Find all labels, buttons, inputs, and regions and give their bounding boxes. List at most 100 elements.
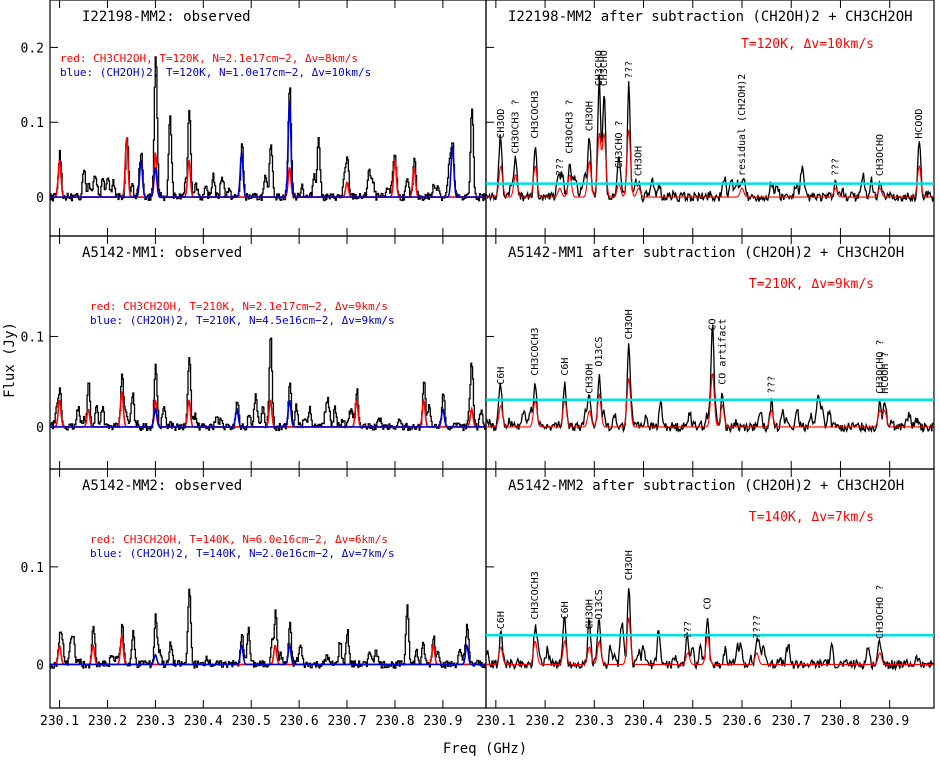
- model-ch2oh2-line: [50, 100, 486, 198]
- y-tick-label: 0: [36, 421, 44, 436]
- legend-blue: blue: (CH2OH)2, T=210K, N=4.5e16cm−2, Δv…: [90, 314, 395, 327]
- x-tick-label: 230.9: [423, 714, 462, 729]
- legend-red: red: CH3CH2OH, T=140K, N=6.0e16cm−2, Δv=…: [90, 533, 388, 546]
- line-id-label: HCOOD: [914, 109, 925, 139]
- panel-5: 0 0.1 A5142-MM2: observed red: CH3CH2OH, T=…: [21, 468, 487, 729]
- model-line: [486, 129, 934, 198]
- line-id-label: CH3OH: [624, 309, 635, 339]
- x-tick-label: 230.3: [136, 714, 175, 729]
- legend-blue: blue: (CH2OH)2, T=120K, N=1.0e17cm−2, Δv…: [60, 66, 371, 79]
- panel-note: T=120K, Δv=10km/s: [741, 37, 874, 52]
- panel-frame: [49, 468, 487, 709]
- line-id-label: ????: [752, 615, 763, 639]
- panel-title: I22198-MM2 after subtraction (CH2OH)2 + …: [508, 9, 913, 25]
- line-id-label: CH3OCH3 ?: [565, 99, 576, 153]
- x-tick-label: 230.6: [280, 714, 319, 729]
- observed-spectrum: [50, 588, 487, 669]
- x-tick-label: 230.6: [722, 714, 761, 729]
- line-id-label: ???: [555, 158, 566, 176]
- line-id-label: C6H: [496, 367, 507, 385]
- panel-2: I22198-MM2 after subtraction (CH2OH)2 + …: [485, 0, 935, 237]
- panel-title: I22198-MM2: observed: [82, 9, 251, 25]
- panel-note: T=140K, Δv=7km/s: [749, 510, 874, 525]
- line-id-label: CO artifact: [717, 318, 728, 384]
- panel-title: A5142-MM1: observed: [82, 245, 242, 261]
- x-tick-label: 230.9: [870, 714, 909, 729]
- x-tick-label: 230.1: [476, 714, 515, 729]
- legend-blue: blue: (CH2OH)2, T=140K, N=2.0e16cm−2, Δv…: [90, 547, 395, 560]
- panel-1: 0 0.1 0.2 I22198-MM2: observed red: CH3CH2OH…: [21, 0, 487, 237]
- line-id-label: residual (CH2OH)2: [737, 74, 748, 176]
- model-line: [486, 617, 934, 666]
- x-tick-label: 230.8: [821, 714, 860, 729]
- line-id-label: CH3OH: [584, 101, 595, 131]
- x-tick-label: 230.8: [375, 714, 414, 729]
- panel-frame: [485, 0, 935, 237]
- line-id-label: CH3OH: [624, 550, 635, 580]
- line-id-label: O13CS: [594, 337, 605, 367]
- legend-red: red: CH3CH2OH, T=210K, N=2.1e17cm−2, Δv=…: [90, 300, 388, 313]
- model-line: [486, 372, 934, 428]
- residual-spectrum: [485, 74, 935, 204]
- y-tick-label: 0.2: [21, 41, 44, 56]
- panel-frame: [49, 235, 487, 470]
- line-id-label: CH3CHO ?: [614, 120, 625, 168]
- model-ch2oh2-line: [50, 399, 486, 428]
- x-tick-label: 230.2: [88, 714, 127, 729]
- x-tick-label: 230.5: [232, 714, 271, 729]
- y-tick-label: 0: [36, 658, 44, 673]
- panel-frame: [485, 468, 935, 709]
- panel-title: A5142-MM1 after subtraction (CH2OH)2 + C…: [508, 245, 904, 261]
- panel-6: A5142-MM2 after subtraction (CH2OH)2 + C…: [476, 468, 935, 729]
- panel-note: T=210K, Δv=9km/s: [749, 277, 874, 292]
- line-id-label: CH3OCH3 ?: [511, 99, 522, 153]
- y-tick-label: 0.1: [21, 116, 44, 131]
- x-tick-label: 230.4: [624, 714, 663, 729]
- line-id-label: CH3OCHO: [875, 134, 886, 176]
- panel-frame: [485, 235, 935, 470]
- x-tick-label: 230.2: [526, 714, 565, 729]
- line-id-label: ???: [624, 61, 635, 79]
- line-id-label: CH3COCH3: [530, 90, 541, 138]
- panel-frame: [49, 0, 487, 237]
- y-tick-label: 0.1: [21, 330, 44, 345]
- line-id-label: CH3OH: [634, 146, 645, 176]
- legend-red: red: CH3CH2OH, T=120K, N=2.1e17cm−2, Δv=…: [60, 52, 358, 65]
- x-tick-label: 230.5: [673, 714, 712, 729]
- panel-3: 0 0.1 A5142-MM1: observed red: CH3CH2OH, T=…: [21, 235, 487, 470]
- line-id-label: ???: [683, 621, 694, 639]
- y-tick-label: 0: [36, 191, 44, 206]
- line-id-label: CH3OCHO ?: [875, 340, 886, 394]
- line-id-label: CH3OH: [584, 599, 595, 629]
- model-ch2oh2-line: [50, 642, 486, 666]
- line-id-label: CH3CHO: [599, 50, 610, 86]
- x-tick-label: 230.7: [772, 714, 811, 729]
- line-id-label: C6H: [560, 358, 571, 376]
- x-axis-label: Freq (GHz): [443, 741, 527, 757]
- line-id-label: CO: [703, 598, 714, 610]
- x-tick-label: 230.1: [40, 714, 79, 729]
- line-id-label: CH3CHO: [594, 50, 605, 86]
- line-id-label: CH3OD: [496, 109, 507, 139]
- y-tick-label: 0.1: [21, 561, 44, 576]
- line-id-label: CH3OH: [584, 364, 595, 394]
- line-id-label: CH3COCH3: [530, 328, 541, 376]
- line-id-label: HCOOH ?: [880, 352, 891, 394]
- panel-title: A5142-MM2: observed: [82, 478, 242, 494]
- x-tick-label: 230.3: [575, 714, 614, 729]
- line-id-label: CH3OCHO ?: [875, 585, 886, 639]
- x-tick-label: 230.4: [184, 714, 223, 729]
- x-tick-label: 230.7: [327, 714, 366, 729]
- line-id-label: ???: [767, 376, 778, 394]
- panel-4: A5142-MM1 after subtraction (CH2OH)2 + C…: [485, 235, 935, 470]
- line-id-label: C6H: [560, 601, 571, 619]
- line-id-label: C6H: [496, 611, 507, 629]
- line-id-label: CH3COCH3: [530, 571, 541, 619]
- line-id-label: O13CS: [594, 589, 605, 619]
- y-axis-label: Flux (Jy): [2, 322, 18, 398]
- panel-title: A5142-MM2 after subtraction (CH2OH)2 + C…: [508, 478, 904, 494]
- line-id-label: CO: [707, 318, 718, 330]
- line-id-label: ???: [831, 158, 842, 176]
